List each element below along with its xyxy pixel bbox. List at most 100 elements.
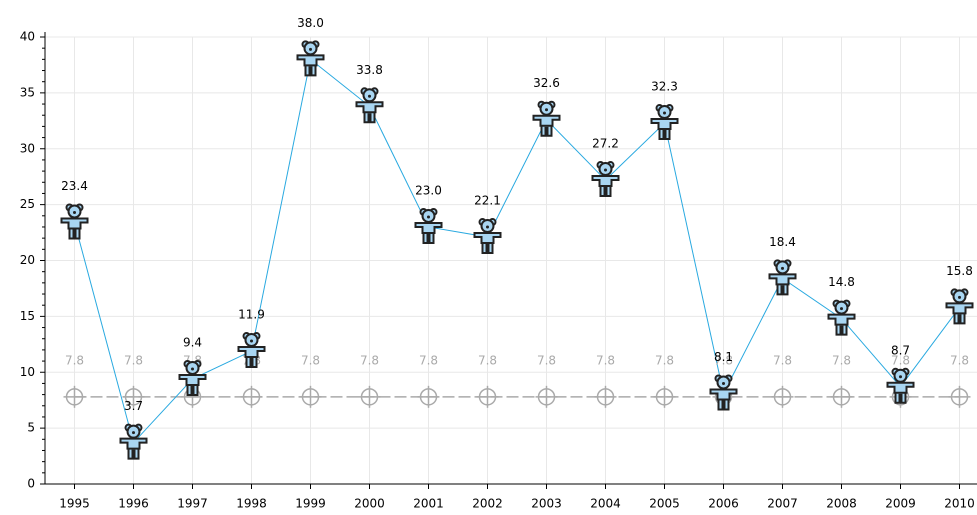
bear-nose [604,168,607,172]
data-label: 23.0 [415,183,442,197]
data-label: 7.8 [950,353,969,367]
bear-nose [486,225,489,229]
x-tick-label: 2008 [826,497,857,511]
marker [240,385,263,408]
bear-nose [663,111,666,115]
data-label: 14.8 [828,275,855,289]
marker [122,385,145,408]
data-label: 8.1 [714,350,733,364]
bear-nose [73,211,76,215]
data-label: 7.8 [773,353,792,367]
y-tick-label: 25 [20,197,35,211]
bear-body [296,54,325,67]
bear-body [591,175,620,188]
marker [886,367,915,404]
data-label: 7.8 [655,353,674,367]
data-label: 7.8 [301,353,320,367]
bear-nose [309,47,312,51]
marker [653,385,676,408]
bear-body [237,346,266,359]
y-tick-label: 15 [20,309,35,323]
data-label: 32.6 [533,76,560,90]
x-tick-label: 2003 [531,497,562,511]
bear-nose [958,295,961,299]
x-tick-label: 2007 [767,497,798,511]
x-tick-label: 2005 [649,497,680,511]
marker [417,385,440,408]
x-tick-label: 2002 [472,497,503,511]
marker [945,288,974,325]
bear-body [650,118,679,131]
x-tick-label: 2010 [944,497,975,511]
x-tick-label: 1999 [295,497,326,511]
bear-nose [427,215,430,219]
y-tick-label: 30 [20,141,35,155]
x-tick-label: 1997 [177,497,208,511]
x-tick-label: 1995 [59,497,90,511]
marker [178,359,207,396]
x-tick-label: 2004 [590,497,621,511]
bear-nose [191,367,194,371]
marker [60,203,89,240]
data-label: 18.4 [769,235,796,249]
bear-body [60,217,89,230]
data-label: 38.0 [297,16,324,30]
marker [299,385,322,408]
marker [830,385,853,408]
marker [296,40,325,77]
bear-nose [840,307,843,311]
marker [948,385,971,408]
x-tick-label: 1998 [236,497,267,511]
marker [532,100,561,137]
data-label: 22.1 [474,194,501,208]
data-label: 7.8 [478,353,497,367]
bear-body [119,437,148,450]
series-line [74,58,960,444]
bear-nose [781,266,784,270]
x-tick-label: 2001 [413,497,444,511]
data-label: 33.8 [356,63,383,77]
bear-nose [368,94,371,98]
marker [476,385,499,408]
marker [355,87,384,124]
bear-body [414,221,443,234]
marker [709,374,738,411]
bear-body [473,232,502,245]
data-label: 7.8 [832,353,851,367]
bear-body [709,388,738,401]
x-tick-label: 2000 [354,497,385,511]
marker [594,385,617,408]
bear-body [945,302,974,315]
marker [63,385,86,408]
data-label: 7.8 [419,353,438,367]
marker [358,385,381,408]
data-label: 11.9 [238,308,265,322]
bear-nose [132,431,135,435]
marker [473,218,502,255]
bear-nose [722,381,725,385]
marker [768,259,797,296]
marker [535,385,558,408]
marker [591,161,620,198]
y-tick-label: 0 [27,477,35,491]
x-tick-label: 2006 [708,497,739,511]
data-label: 7.8 [124,353,143,367]
bear-body [178,373,207,386]
bear-nose [899,375,902,379]
data-label: 7.8 [537,353,556,367]
data-label: 27.2 [592,137,619,151]
data-label: 7.8 [714,353,733,367]
bear-body [827,313,856,326]
data-label: 32.3 [651,80,678,94]
bear-body [886,381,915,394]
y-tick-label: 5 [27,421,35,435]
bear-body [768,273,797,286]
marker [771,385,794,408]
bear-body [355,101,384,114]
marker [237,332,266,369]
data-label: 7.8 [360,353,379,367]
marker [827,299,856,336]
data-label: 7.8 [891,353,910,367]
data-label: 7.8 [65,353,84,367]
